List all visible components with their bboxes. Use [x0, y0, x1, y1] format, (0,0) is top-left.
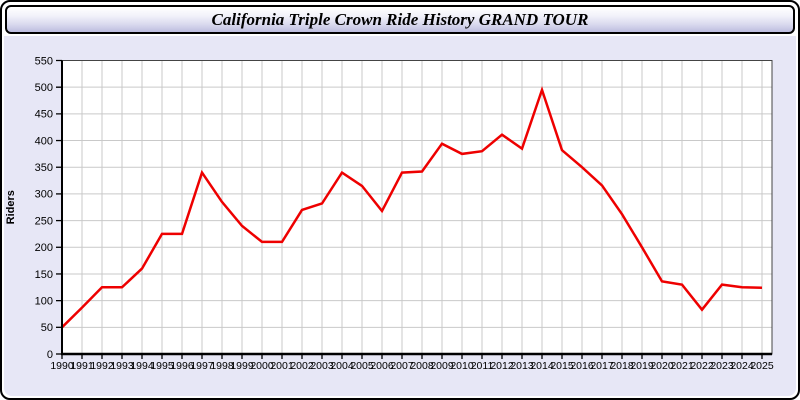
x-tick-label: 2007 — [390, 360, 414, 372]
x-tick-label: 2013 — [510, 360, 534, 372]
y-tick-label: 100 — [35, 295, 53, 307]
x-tick-label: 1995 — [150, 360, 174, 372]
x-tick-label: 1996 — [170, 360, 194, 372]
x-tick-label: 2016 — [570, 360, 594, 372]
y-tick-label: 300 — [35, 189, 53, 201]
x-tick-label: 2001 — [270, 360, 294, 372]
x-tick-label: 2011 — [471, 360, 494, 372]
plot-area — [62, 60, 772, 354]
y-tick-label: 550 — [35, 55, 53, 67]
x-tick-label: 2008 — [410, 360, 434, 372]
x-tick-label: 2022 — [690, 360, 714, 372]
y-axis-title: Riders — [5, 190, 17, 224]
x-tick-label: 2005 — [350, 360, 374, 372]
y-tick-label: 200 — [35, 242, 53, 254]
x-tick-label: 1998 — [210, 360, 234, 372]
x-tick-label: 2002 — [290, 360, 314, 372]
x-tick-label: 2020 — [650, 360, 674, 372]
x-tick-label: 1990 — [50, 360, 74, 372]
x-tick-label: 1991 — [70, 360, 94, 372]
x-tick-label: 2024 — [730, 360, 754, 372]
x-tick-label: 1994 — [130, 360, 154, 372]
x-tick-label: 2018 — [610, 360, 634, 372]
x-tick-label: 2014 — [530, 360, 554, 372]
y-tick-label: 350 — [35, 162, 53, 174]
header-bar: California Triple Crown Ride History GRA… — [5, 5, 795, 34]
y-tick-label: 50 — [41, 322, 53, 334]
chart-panel: 0 50 100 150 200 250 300 350 400 450 500 550 1990 199… — [4, 36, 796, 396]
y-tick-label: 0 — [47, 349, 53, 361]
y-tick-label: 450 — [35, 109, 53, 121]
x-tick-label: 1997 — [190, 360, 214, 372]
y-tick-label: 500 — [35, 82, 53, 94]
x-tick-label: 1999 — [230, 360, 254, 372]
y-tick-label: 250 — [35, 215, 53, 227]
page-title: California Triple Crown Ride History GRA… — [211, 9, 589, 29]
x-tick-label: 2006 — [370, 360, 394, 372]
x-tick-label: 2010 — [450, 360, 474, 372]
x-tick-label: 2012 — [490, 360, 514, 372]
data-line-riders — [61, 85, 763, 329]
x-tick-label: 2025 — [750, 360, 774, 372]
riders-line-chart: 0501001502002503003504004505005501990199… — [5, 55, 774, 372]
y-tick-label: 150 — [35, 269, 53, 281]
x-tick-label: 1993 — [110, 360, 134, 372]
x-tick-label: 2017 — [590, 360, 614, 372]
x-tick-label: 2009 — [430, 360, 454, 372]
x-tick-label: 2000 — [250, 360, 274, 372]
x-tick-label: 2021 — [670, 360, 694, 372]
x-tick-label: 2015 — [550, 360, 574, 372]
x-tick-label: 1992 — [90, 360, 114, 372]
x-tick-label: 2023 — [710, 360, 734, 372]
x-tick-label: 2004 — [330, 360, 354, 372]
x-tick-label: 2019 — [630, 360, 654, 372]
y-tick-label: 400 — [35, 135, 53, 147]
x-tick-label: 2003 — [310, 360, 334, 372]
